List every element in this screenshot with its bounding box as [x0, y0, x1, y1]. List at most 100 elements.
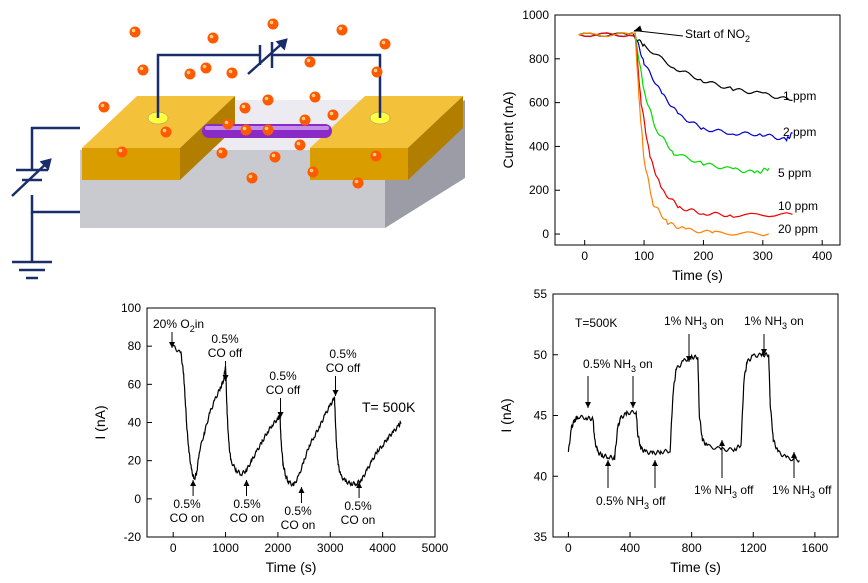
- annotation-arrowhead: [719, 440, 725, 446]
- x-tick-label: 1200: [740, 541, 767, 555]
- y-tick-label: 20: [128, 454, 142, 468]
- annotation-co-on: 0.5%: [284, 504, 312, 518]
- annotation-co-off: 0.5%: [269, 369, 297, 383]
- gas-molecule-highlight: [224, 120, 229, 125]
- gas-molecule: [226, 67, 238, 79]
- gas-molecule-highlight: [306, 58, 311, 63]
- y-tick-label: 80: [128, 339, 142, 353]
- gas-molecule-highlight: [271, 153, 276, 158]
- annotation-nh3-on-05: 0.5% NH3 on: [583, 357, 653, 374]
- annotation-co-on: CO on: [230, 511, 265, 525]
- gas-molecule-highlight: [186, 70, 191, 75]
- gas-molecule-highlight: [264, 96, 269, 101]
- annotation-arrow: [634, 30, 684, 37]
- annotation-arrowhead: [169, 342, 175, 348]
- gas-molecule: [239, 102, 251, 114]
- gas-molecule: [352, 177, 364, 189]
- series-line-5-ppm: [578, 32, 770, 174]
- gas-molecule-highlight: [139, 66, 144, 71]
- annotation-arrowhead: [243, 480, 250, 486]
- gas-molecule: [370, 150, 382, 162]
- series-line-0: [567, 351, 800, 463]
- annotation-co-off: CO off: [326, 361, 361, 375]
- x-axis-label: Time (s): [670, 559, 721, 575]
- x-tick-label: 0: [170, 541, 177, 555]
- series-label: 20 ppm: [778, 222, 818, 236]
- gas-molecule-highlight: [228, 69, 233, 74]
- y-tick-label: 800: [529, 52, 549, 66]
- annotation-nh3-on-1a: 1% NH3 on: [664, 314, 724, 331]
- gas-molecule: [309, 91, 321, 103]
- annotation-co-off: CO off: [208, 346, 243, 360]
- gas-molecule: [160, 126, 172, 138]
- gas-molecule: [269, 151, 281, 163]
- gas-molecule-highlight: [209, 34, 214, 39]
- y-tick-label: -20: [124, 530, 142, 544]
- annotation-nh3-on-1b: 1% NH3 on: [744, 314, 804, 331]
- gas-molecule: [304, 56, 316, 68]
- x-tick-label: 5000: [422, 541, 449, 555]
- gas-molecule-highlight: [100, 103, 105, 108]
- chart-bottom-right: 0 400 800 1200 1600 35 40 45 50 55 Time (s) I (nA) T…: [498, 287, 839, 575]
- annotation-co-on: 0.5%: [173, 497, 201, 511]
- annotation-arrowhead: [356, 482, 363, 488]
- annotation-temperature: T= 500K: [362, 399, 416, 415]
- series-label: 5 ppm: [778, 166, 811, 180]
- annotation-co-on: 0.5%: [233, 497, 261, 511]
- x-axis-label: Time (s): [266, 559, 317, 575]
- y-tick-label: 60: [128, 377, 142, 391]
- annotation-arrowhead: [791, 452, 797, 458]
- gas-molecules: [98, 18, 391, 189]
- gas-molecule-highlight: [131, 28, 136, 33]
- annotation-co-off: 0.5%: [329, 347, 357, 361]
- gas-molecule-highlight: [269, 20, 274, 25]
- right-electrode-front: [310, 148, 408, 180]
- gas-molecule-highlight: [296, 141, 301, 146]
- annotation-temperature: T=500K: [575, 316, 617, 330]
- y-tick-label: 55: [534, 287, 548, 301]
- x-tick-label: 400: [620, 541, 640, 555]
- x-tick-label: 4000: [369, 541, 396, 555]
- x-tick-label: 1000: [212, 541, 239, 555]
- x-tick-label: 800: [682, 541, 702, 555]
- y-tick-label: 200: [529, 183, 549, 197]
- series-line-20-ppm: [578, 32, 769, 237]
- chart-top-right: 0 100 200 300 400 0 200 400 600 800 1000 Time (s) Cu…: [500, 8, 841, 283]
- gas-molecule: [379, 38, 391, 50]
- gas-molecule-highlight: [248, 174, 253, 179]
- series-line-1-ppm: [578, 32, 793, 101]
- y-tick-label: 45: [534, 409, 548, 423]
- left-electrode-side: [180, 96, 235, 180]
- annotation-arrowhead: [652, 460, 658, 466]
- top-voltage-source-icon: [247, 38, 288, 75]
- annotation-arrowhead: [277, 412, 284, 418]
- annotation-arrowhead: [190, 480, 197, 486]
- x-tick-label: 100: [634, 249, 654, 263]
- annotation-arrowhead: [630, 402, 636, 408]
- annotation-arrowhead: [761, 349, 767, 355]
- series-line-10-ppm: [578, 32, 793, 218]
- annotation-nh3-off-1a: 1% NH3 off: [694, 483, 754, 500]
- gas-molecule: [184, 68, 196, 80]
- gas-molecule: [98, 101, 110, 113]
- annotation-co-on: 0.5%: [344, 499, 372, 513]
- annotation-arrowhead: [605, 460, 611, 466]
- annotation-co-on: CO on: [341, 513, 376, 527]
- circuit-wires: [12, 53, 382, 280]
- gas-molecule: [336, 24, 348, 36]
- gas-molecule: [327, 109, 339, 121]
- series-line-2-ppm: [578, 32, 793, 142]
- y-tick-label: 50: [534, 348, 548, 362]
- gas-molecule-highlight: [354, 179, 359, 184]
- annotation-arrowhead: [222, 375, 229, 381]
- gas-molecule-highlight: [309, 168, 314, 173]
- y-tick-label: 600: [529, 96, 549, 110]
- gas-molecule-highlight: [118, 148, 123, 153]
- annotation-co-on: CO on: [170, 511, 205, 525]
- gas-molecule-highlight: [218, 149, 223, 154]
- gas-molecule: [216, 147, 228, 159]
- annotation-co-off: 0.5%: [211, 332, 239, 346]
- y-tick-label: 1000: [522, 8, 549, 22]
- gas-molecule-highlight: [162, 128, 167, 133]
- series-line-0: [172, 344, 402, 487]
